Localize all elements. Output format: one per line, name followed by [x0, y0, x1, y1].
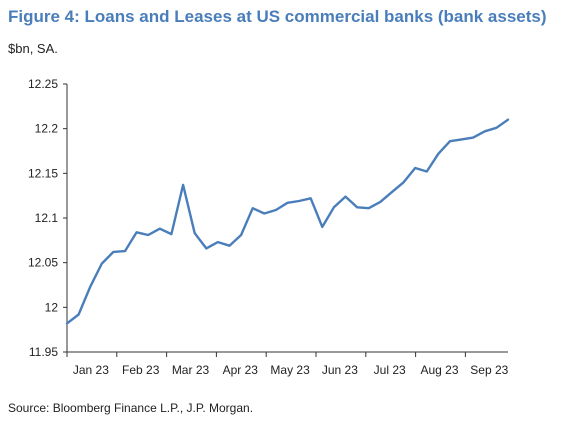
x-tick-label: Feb 23 [122, 363, 160, 377]
series-group [65, 118, 510, 325]
y-tick-label: 12.15 [28, 166, 58, 180]
x-tick-label: Jan 23 [73, 363, 109, 377]
y-tick-label: 12.05 [28, 256, 58, 270]
x-tick-label: Mar 23 [172, 363, 210, 377]
x-tick-label: Jul 23 [374, 363, 406, 377]
x-tick-label: Jun 23 [322, 363, 358, 377]
x-tick-label: Apr 23 [223, 363, 259, 377]
chart-title: Figure 4: Loans and Leases at US commerc… [8, 7, 547, 26]
x-tick-label: May 23 [270, 363, 310, 377]
series-line [65, 118, 510, 325]
y-tick-label: 12.2 [35, 122, 59, 136]
y-axis-unit-label: $bn, SA. [8, 41, 58, 56]
y-tick-label: 12 [45, 300, 59, 314]
y-tick-label: 11.95 [29, 345, 58, 359]
source-note: Source: Bloomberg Finance L.P., J.P. Mor… [8, 401, 254, 415]
x-tick-label: Aug 23 [420, 363, 458, 377]
x-axis: Jan 23 Feb 23 Mar 23 Apr 23 May 23 Jun 23 Jul … [66, 351, 509, 377]
line-chart: 11.95 12 12.05 12.1 12.15 12.2 12.25 Jan 23 Feb… [28, 77, 510, 377]
x-tick-label: Sep 23 [470, 363, 508, 377]
y-tick-label: 12.1 [35, 211, 59, 225]
y-axis: 11.95 12 12.05 12.1 12.15 12.2 12.25 [28, 77, 68, 359]
y-tick-label: 12.25 [28, 77, 58, 91]
